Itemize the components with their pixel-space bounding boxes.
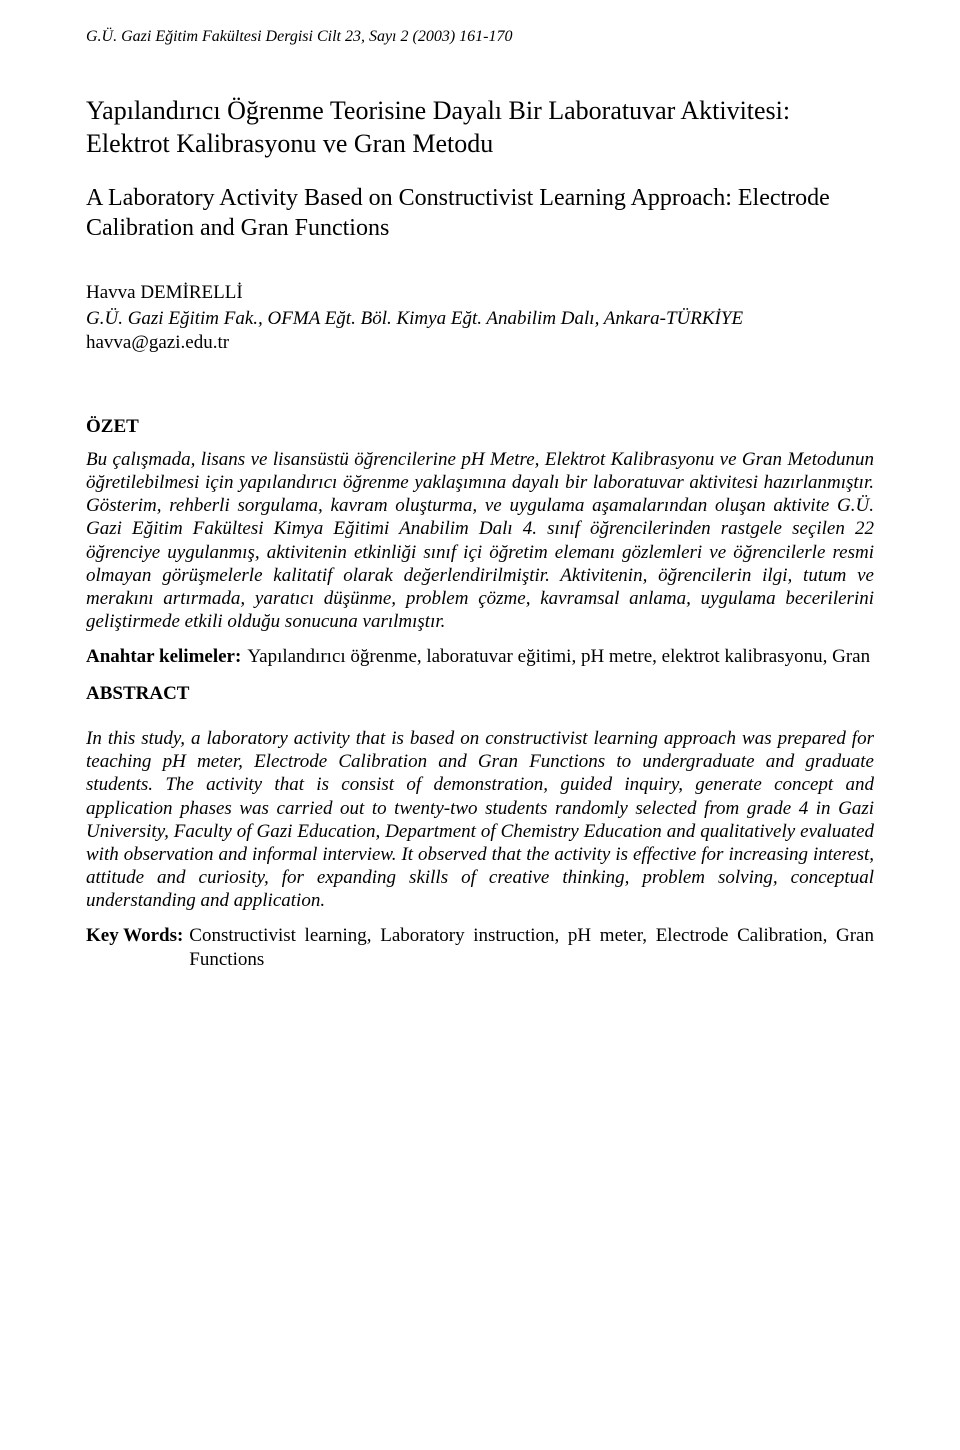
keywords-label: Key Words: — [86, 924, 189, 972]
anahtar-kelimeler-row: Anahtar kelimeler: Yapılandırıcı öğrenme… — [86, 645, 874, 669]
ozet-body: Bu çalışmada, lisans ve lisansüstü öğren… — [86, 448, 874, 633]
title-turkish: Yapılandırıcı Öğrenme Teorisine Dayalı B… — [86, 94, 874, 161]
author-affiliation: G.Ü. Gazi Eğitim Fak., OFMA Eğt. Böl. Ki… — [86, 308, 874, 330]
anahtar-text: Yapılandırıcı öğrenme, laboratuvar eğiti… — [247, 645, 874, 669]
page: G.Ü. Gazi Eğitim Fakültesi Dergisi Cilt … — [0, 0, 960, 1450]
author-name: Havva DEMİRELLİ — [86, 282, 874, 304]
abstract-heading: ABSTRACT — [86, 683, 874, 705]
anahtar-label: Anahtar kelimeler: — [86, 645, 247, 669]
title-english: A Laboratory Activity Based on Construct… — [86, 183, 874, 244]
author-email: havva@gazi.edu.tr — [86, 332, 874, 354]
keywords-row: Key Words: Constructivist learning, Labo… — [86, 924, 874, 972]
keywords-text: Constructivist learning, Laboratory inst… — [189, 924, 874, 972]
ozet-heading: ÖZET — [86, 416, 874, 438]
abstract-body: In this study, a laboratory activity tha… — [86, 727, 874, 912]
running-head: G.Ü. Gazi Eğitim Fakültesi Dergisi Cilt … — [86, 28, 874, 46]
